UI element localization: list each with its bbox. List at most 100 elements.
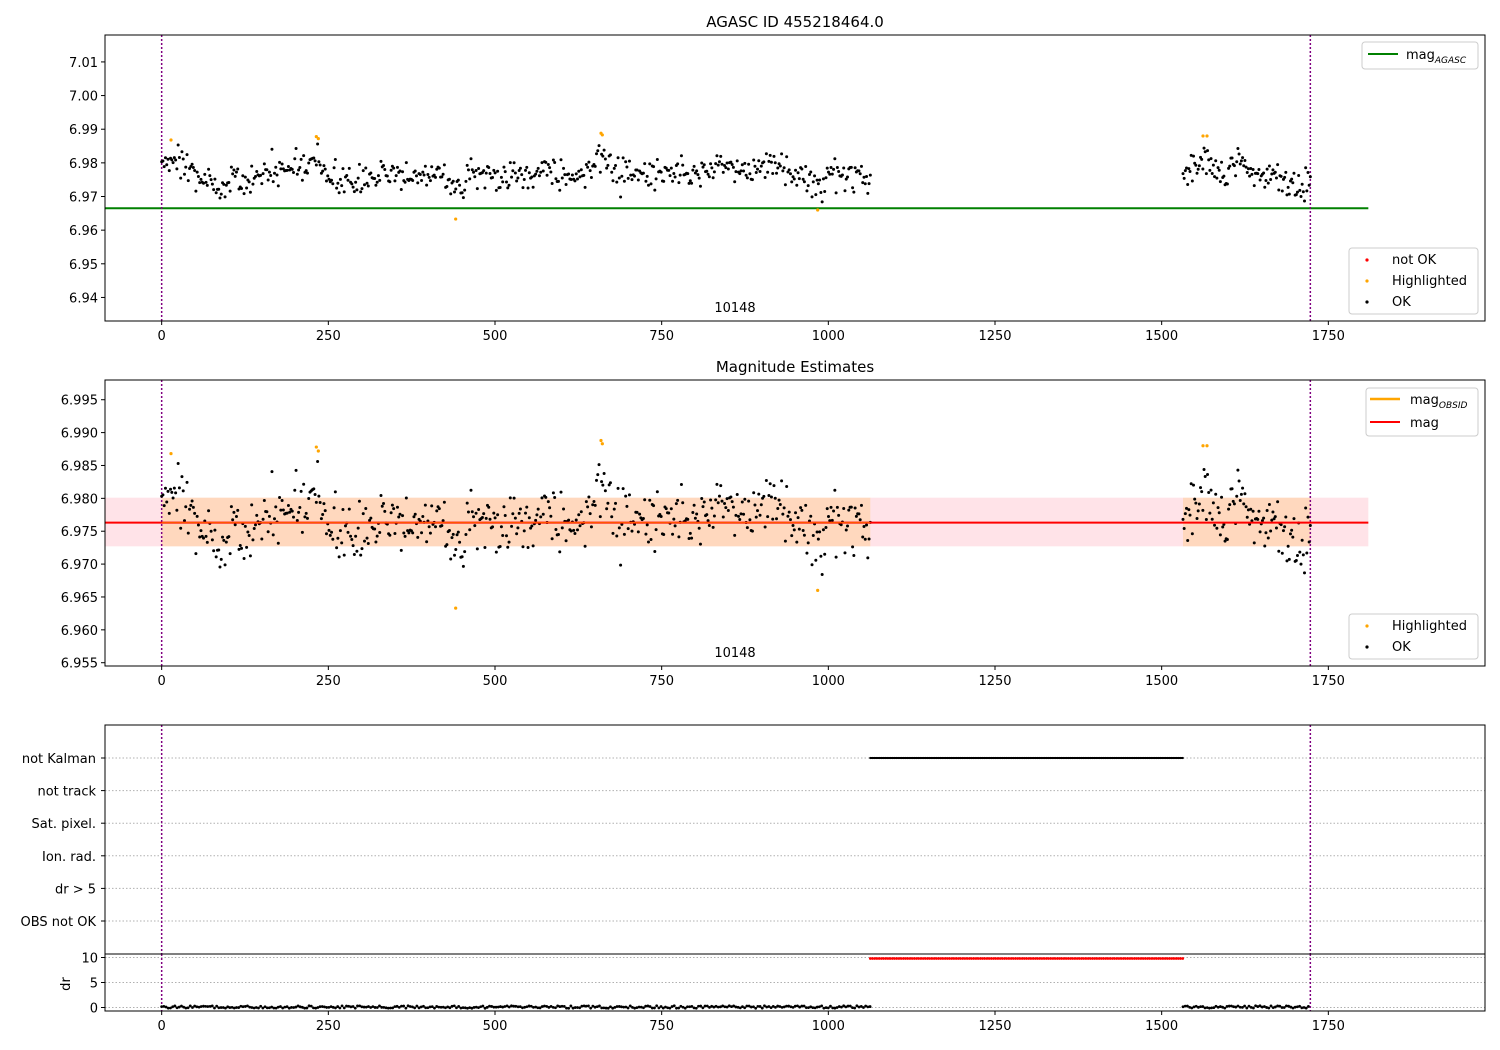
- flag-point: [1181, 756, 1184, 760]
- dr-point: [1016, 957, 1020, 960]
- ok-point: [710, 166, 714, 170]
- dr-point: [994, 957, 998, 960]
- dr-point: [461, 1006, 465, 1010]
- ok-point: [550, 537, 554, 541]
- ok-point: [771, 171, 775, 175]
- ok-point: [716, 163, 720, 167]
- ok-point: [578, 175, 582, 179]
- ok-point: [266, 530, 270, 534]
- dr-point: [800, 1004, 804, 1008]
- ok-point: [1201, 167, 1205, 171]
- x-tick-label: 750: [649, 1019, 674, 1034]
- ok-point: [719, 484, 723, 488]
- ok-point: [1269, 178, 1273, 182]
- ok-point: [683, 519, 687, 523]
- dr-point: [970, 957, 973, 960]
- ok-point: [330, 530, 334, 534]
- ok-point: [191, 165, 195, 169]
- dr-point: [959, 957, 962, 960]
- dr-point: [1018, 957, 1022, 960]
- ok-point: [1299, 195, 1303, 199]
- ok-point: [463, 188, 467, 192]
- dr-point: [1060, 957, 1064, 960]
- ok-point: [833, 157, 837, 161]
- ok-point: [361, 169, 365, 173]
- flag-point: [966, 756, 969, 760]
- ok-point: [403, 180, 407, 184]
- ok-point: [170, 490, 174, 494]
- ok-point: [209, 178, 213, 182]
- ok-point: [1299, 562, 1303, 566]
- ok-point: [823, 189, 827, 193]
- dr-point: [1066, 957, 1070, 960]
- ok-point: [174, 158, 178, 162]
- ok-point: [731, 165, 735, 169]
- dr-point: [899, 957, 903, 960]
- ok-point: [805, 189, 809, 193]
- dr-point: [1027, 957, 1031, 960]
- flag-point: [950, 756, 953, 760]
- dr-point: [904, 957, 907, 960]
- dr-point: [239, 1004, 243, 1008]
- dr-point: [514, 1004, 518, 1008]
- ok-point: [1246, 167, 1250, 171]
- ok-point: [859, 164, 863, 168]
- dr-point: [1080, 957, 1083, 960]
- legend-marker-ok: [1365, 300, 1369, 304]
- ok-point: [578, 524, 582, 528]
- ok-point: [1225, 182, 1229, 186]
- ok-point: [1222, 174, 1226, 178]
- ok-point: [1218, 533, 1222, 537]
- ok-point: [196, 174, 200, 178]
- axes-frame: [104, 724, 1486, 955]
- ok-point: [551, 158, 555, 162]
- flag-point: [983, 756, 986, 760]
- ok-point: [365, 181, 369, 185]
- ok-point: [318, 163, 322, 167]
- ok-point: [393, 531, 397, 535]
- ok-point: [176, 143, 180, 147]
- ok-point: [483, 545, 487, 549]
- dr-point: [1307, 1005, 1310, 1008]
- ok-point: [593, 503, 597, 507]
- dr-point: [644, 1004, 648, 1008]
- ok-point: [171, 496, 175, 500]
- ok-point: [488, 172, 492, 176]
- ok-point: [449, 192, 453, 196]
- ok-point: [646, 183, 650, 187]
- ok-point: [1186, 182, 1190, 186]
- dr-point: [1260, 1005, 1264, 1009]
- ok-point: [504, 180, 508, 184]
- dr-point: [345, 1004, 348, 1008]
- dr-point: [602, 1006, 606, 1010]
- dr-point: [1276, 1004, 1279, 1008]
- ok-point: [450, 536, 454, 540]
- ok-point: [404, 161, 408, 165]
- ok-point: [1258, 178, 1262, 182]
- ok-point: [558, 550, 562, 554]
- dr-point: [657, 1006, 661, 1010]
- ok-point: [229, 165, 233, 169]
- dr-point: [573, 1006, 577, 1009]
- ok-point: [626, 527, 630, 531]
- dr-point: [210, 1004, 214, 1008]
- ok-point: [340, 541, 344, 545]
- ok-point: [813, 174, 817, 178]
- dr-point: [917, 957, 921, 960]
- flag-point: [1179, 756, 1182, 760]
- ok-point: [507, 183, 511, 187]
- ok-point: [217, 548, 221, 552]
- legend-marker-highlighted: [1365, 624, 1369, 628]
- dr-point: [1095, 957, 1099, 960]
- ok-point: [551, 491, 555, 495]
- highlighted-point: [169, 138, 173, 142]
- ok-point: [695, 512, 699, 516]
- dr-point: [230, 1005, 234, 1009]
- ok-point: [413, 512, 417, 516]
- ok-point: [245, 545, 249, 549]
- ok-point: [1243, 159, 1247, 163]
- flag-point: [961, 756, 964, 760]
- ok-point: [1182, 527, 1186, 531]
- ok-point: [307, 161, 311, 165]
